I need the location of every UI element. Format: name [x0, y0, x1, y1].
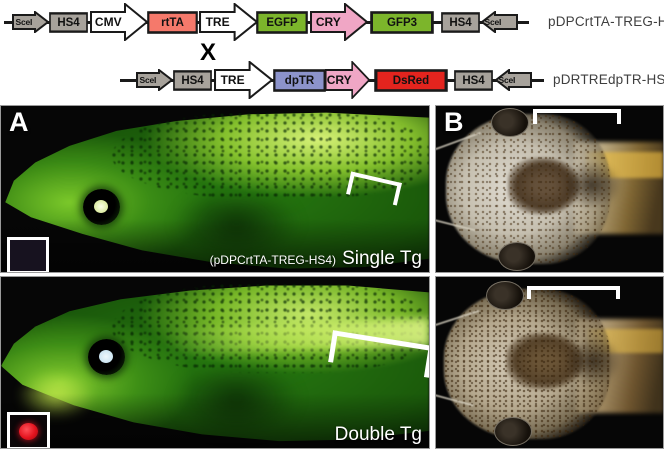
element-label: SceI [484, 17, 502, 27]
panel-a-label: A [9, 107, 29, 137]
box-shape [454, 70, 493, 91]
scei-arrow: SceI [12, 11, 49, 33]
element-label: SceI [139, 75, 157, 85]
panel-b-bottom-photo [435, 276, 664, 449]
vignette-art [1, 106, 429, 272]
gene-box-hs4: HS4 [441, 12, 480, 33]
arrow-right-icon [12, 11, 49, 33]
box-shape [441, 12, 480, 33]
element-label: HS4 [57, 16, 80, 29]
dsred-signal-dot [19, 422, 38, 440]
annotation-bracket [533, 109, 621, 124]
vignette-art [1, 277, 429, 448]
promoter-arrow-icon [199, 3, 258, 41]
element-label: GFP3 [386, 16, 418, 29]
caption-double-tg: Double Tg [329, 424, 422, 446]
caption-genotype: Single Tg [342, 248, 422, 269]
box-shape [173, 70, 212, 91]
element-label: CRY [315, 15, 341, 29]
fish-eye-lens [99, 350, 113, 363]
promoter-arrow-cry: CRY [310, 3, 368, 41]
gene-box-hs4: HS4 [173, 70, 212, 91]
caption-construct-name: (pDPCrtTA-TREG-HS4) [209, 253, 337, 267]
fish-eye [498, 242, 536, 271]
panel-a-single-tg-photo: A (pDPCrtTA-TREG-HS4) Single Tg [0, 105, 430, 273]
promoter-arrow-tre: TRE [199, 3, 258, 41]
element-label: TRE [205, 15, 230, 29]
element-label: TRE [220, 73, 245, 87]
promoter-arrow-icon [214, 61, 273, 99]
head-art-wrap [436, 106, 663, 272]
gene-box-hs4: HS4 [454, 70, 493, 91]
fish-eye [491, 108, 529, 137]
scei-arrow: SceI [495, 69, 532, 91]
gene-box-dptr: dpTR [273, 69, 326, 92]
element-label: SceI [15, 17, 33, 27]
promoter-arrow-tre: TRE [214, 61, 273, 99]
gene-box-dsred: DsRed [374, 69, 448, 92]
box-shape [256, 11, 308, 34]
scei-arrow: SceI [481, 11, 518, 33]
box-shape [49, 12, 88, 33]
promoter-arrow-icon [310, 3, 368, 41]
fish-eye [494, 417, 532, 446]
panel-a-double-tg-photo: Double Tg [0, 276, 430, 449]
head-art-wrap [436, 277, 663, 448]
gene-box-rtta: rtTA [147, 11, 198, 34]
element-label: DsRed [392, 74, 430, 87]
panel-b-label: B [444, 107, 464, 137]
red-fluorescence-inset [7, 412, 50, 448]
fish-eye [486, 281, 524, 310]
element-label: rtTA [161, 16, 184, 29]
promoter-arrow-cry: CRY [325, 61, 370, 99]
promoter-arrow-icon [90, 3, 148, 41]
element-label: dpTR [284, 74, 315, 87]
element-label: SceI [498, 75, 516, 85]
caption-genotype: Double Tg [334, 424, 422, 445]
element-label: EGFP [266, 16, 298, 29]
promoter-arrow-cmv: CMV [90, 3, 148, 41]
element-label: HS4 [449, 16, 472, 29]
arrow-left-icon [481, 11, 518, 33]
arrow-right-icon [136, 69, 173, 91]
box-shape [147, 11, 198, 34]
element-label: CRY [326, 73, 352, 87]
fish-eye [83, 189, 120, 225]
arrow-left-icon [495, 69, 532, 91]
caption-single-tg: (pDPCrtTA-TREG-HS4) Single Tg [210, 248, 422, 270]
gene-box-hs4: HS4 [49, 12, 88, 33]
head-speckles-art [444, 289, 610, 439]
scei-arrow: SceI [136, 69, 173, 91]
head-pigment-lobe-art [564, 162, 620, 208]
box-shape [273, 69, 326, 92]
gene-box-gfp3: GFP3 [370, 11, 434, 34]
panel-b-top-photo: B [435, 105, 664, 273]
construct-name-1: pDPCrtTA-TREG-HS4 [548, 14, 664, 29]
construct-name-2: pDRTREdpTR-HS4 [553, 72, 664, 87]
cross-symbol: X [199, 39, 216, 66]
element-label: CMV [94, 15, 122, 29]
head-speckles-art [446, 114, 610, 264]
no-red-fluorescence-inset [7, 237, 49, 272]
fish-eye [88, 339, 125, 375]
box-shape [374, 69, 448, 92]
gene-box-egfp: EGFP [256, 11, 308, 34]
fish-eye-lens [94, 200, 108, 213]
promoter-arrow-icon [325, 61, 370, 99]
element-label: HS4 [462, 74, 485, 87]
annotation-bracket [527, 286, 620, 299]
element-label: HS4 [181, 74, 204, 87]
box-shape [370, 11, 434, 34]
